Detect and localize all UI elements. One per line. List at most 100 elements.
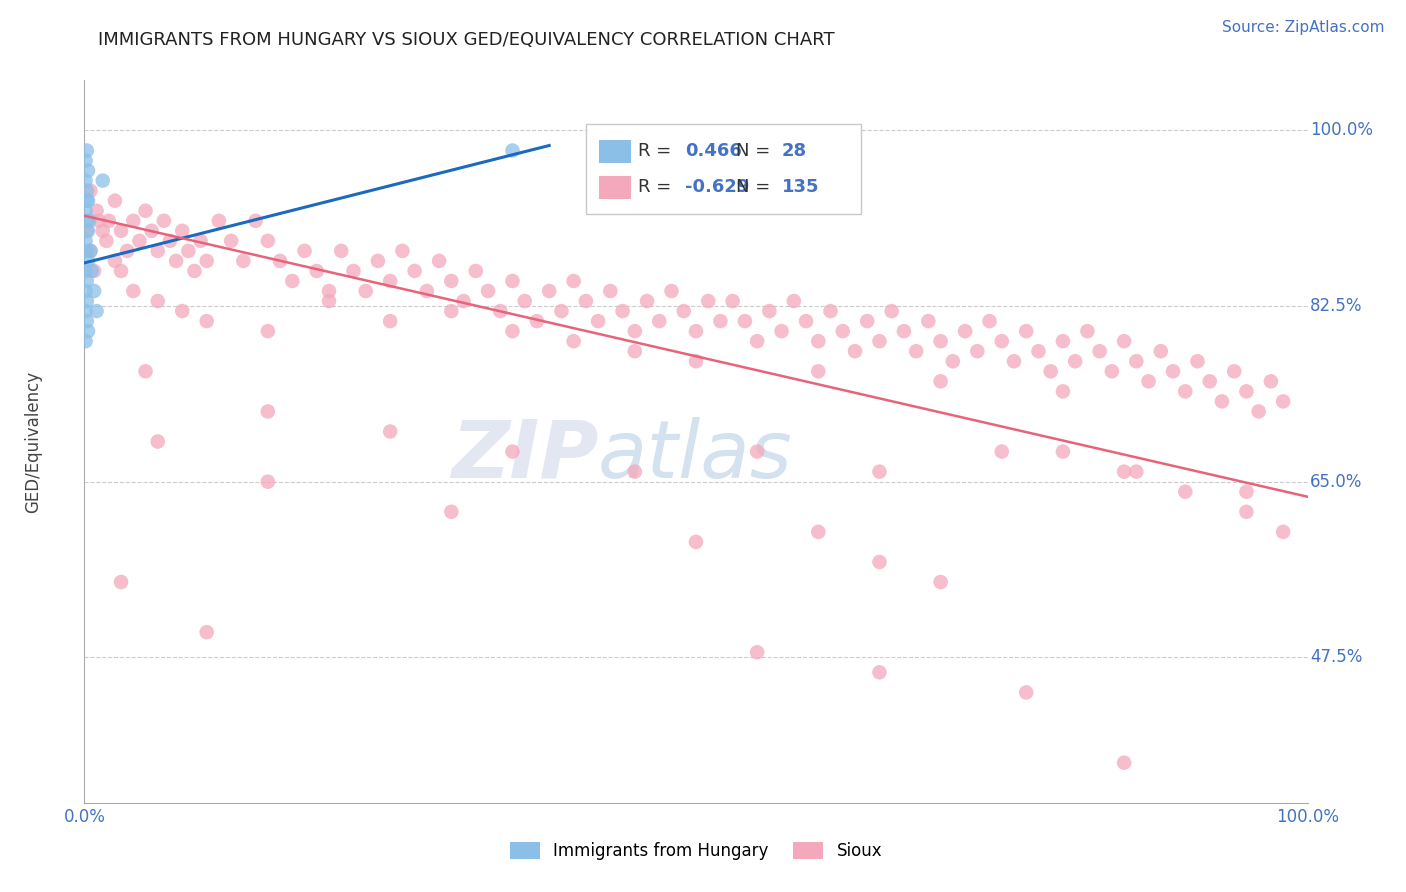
Point (844, 344, 866, 359)
Point (599, 284, 621, 298)
Text: 47.5%: 47.5% (1310, 648, 1362, 666)
Point (1064, 354, 1087, 368)
Legend: Immigrants from Hungary, Sioux: Immigrants from Hungary, Sioux (503, 835, 889, 867)
Point (367, 253, 389, 268)
Point (440, 505, 463, 519)
Point (893, 324, 915, 338)
Point (77, 253, 100, 268)
Point (257, 404, 280, 418)
Point (75, 264, 97, 278)
Point (1272, 394, 1295, 409)
Point (513, 293, 536, 308)
Text: N =: N = (737, 142, 776, 160)
Point (1088, 344, 1111, 359)
Point (721, 293, 744, 308)
Point (75, 304, 97, 318)
Point (96, 234, 118, 248)
Point (697, 293, 720, 308)
Point (75, 173, 97, 188)
Point (122, 284, 145, 298)
Point (672, 304, 695, 318)
Point (110, 224, 132, 238)
Point (440, 274, 463, 288)
Point (869, 555, 891, 569)
Point (76, 244, 98, 258)
Point (380, 274, 402, 288)
Text: N =: N = (737, 178, 776, 196)
Point (929, 574, 952, 589)
Point (128, 234, 150, 248)
Point (172, 304, 194, 318)
Point (1125, 354, 1147, 368)
Point (502, 274, 524, 288)
Point (83, 284, 105, 298)
Point (794, 314, 817, 328)
Point (76, 213, 98, 227)
Point (489, 304, 512, 318)
Point (76, 144, 98, 158)
Point (294, 244, 316, 258)
Point (1198, 374, 1220, 388)
Point (1223, 364, 1246, 378)
Point (172, 224, 194, 238)
Point (477, 284, 499, 298)
Point (75, 153, 97, 168)
Point (770, 324, 793, 338)
Point (685, 534, 707, 549)
Point (991, 444, 1014, 458)
Point (318, 293, 340, 308)
Text: ZIP: ZIP (451, 417, 598, 495)
Point (159, 234, 181, 248)
Text: IMMIGRANTS FROM HUNGARY VS SIOUX GED/EQUIVALENCY CORRELATION CHART: IMMIGRANTS FROM HUNGARY VS SIOUX GED/EQU… (98, 31, 835, 49)
Point (76, 274, 98, 288)
Point (1114, 756, 1136, 770)
Point (1076, 324, 1098, 338)
Point (747, 334, 769, 348)
Point (330, 244, 353, 258)
Point (91, 224, 114, 238)
Point (153, 213, 176, 227)
Point (464, 264, 486, 278)
Point (391, 244, 413, 258)
Point (550, 304, 572, 318)
Point (869, 334, 891, 348)
Point (76, 184, 98, 198)
Point (183, 264, 205, 278)
Point (208, 213, 231, 227)
Point (1236, 484, 1258, 499)
Text: GED/Equivalency: GED/Equivalency (24, 370, 42, 513)
Point (135, 203, 157, 218)
Point (75, 234, 97, 248)
Point (79, 244, 101, 258)
Point (831, 324, 853, 338)
Point (734, 314, 756, 328)
Point (257, 234, 280, 248)
Point (1114, 465, 1136, 479)
Point (87, 213, 110, 227)
Text: 28: 28 (782, 142, 807, 160)
Point (141, 224, 163, 238)
Point (146, 244, 169, 258)
Point (257, 324, 280, 338)
Point (79, 184, 101, 198)
Point (305, 264, 328, 278)
Point (75, 203, 97, 218)
Point (177, 244, 200, 258)
Point (146, 434, 169, 449)
Point (257, 475, 280, 489)
Point (966, 344, 988, 359)
Point (146, 293, 169, 308)
Point (709, 314, 731, 328)
Point (77, 324, 100, 338)
Text: -0.629: -0.629 (685, 178, 749, 196)
Point (342, 264, 364, 278)
Point (416, 284, 439, 298)
Point (1272, 524, 1295, 539)
Point (83, 264, 105, 278)
Point (232, 253, 254, 268)
Point (1028, 344, 1050, 359)
Point (783, 293, 806, 308)
Point (1015, 324, 1038, 338)
Point (427, 253, 450, 268)
Point (562, 274, 585, 288)
